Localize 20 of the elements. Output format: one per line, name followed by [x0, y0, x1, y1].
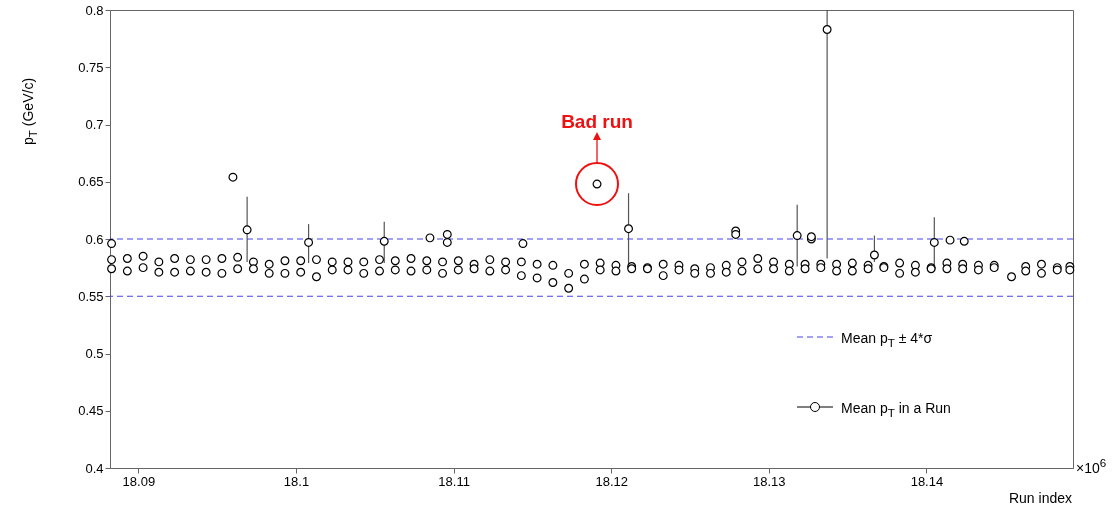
y-tick-label: 0.4	[85, 460, 104, 476]
x-tick-label: 18.14	[910, 473, 944, 489]
x-tick-label: 18.11	[438, 473, 470, 489]
y-tick-label: 0.7	[85, 117, 104, 132]
y-tick-label: 0.55	[78, 288, 104, 304]
y-tick-label: 0.65	[78, 174, 104, 190]
annotation: Bad run	[561, 111, 633, 133]
x-tick-label: 18.09	[122, 473, 156, 489]
legend-label: Mean p$_{T}$ ± 4*σ	[841, 330, 933, 349]
y-tick-label: 0.75	[78, 59, 104, 75]
y-tick-label: 0.6	[85, 231, 104, 247]
x-tick-label: 18.1	[283, 473, 310, 489]
x-tick-label: 18.12	[595, 473, 628, 489]
x-axis-title: Run index	[1008, 490, 1072, 506]
x-tick-label: 18.13	[753, 473, 786, 489]
y-tick-label: 0.45	[78, 403, 104, 419]
y-tick-label: 0.5	[85, 346, 104, 361]
legend-label: Mean p$_{T}$ in a Run	[841, 400, 951, 419]
text: ×10$^{6}$	[1076, 456, 1107, 476]
y-tick-label: 0.8	[85, 2, 104, 18]
